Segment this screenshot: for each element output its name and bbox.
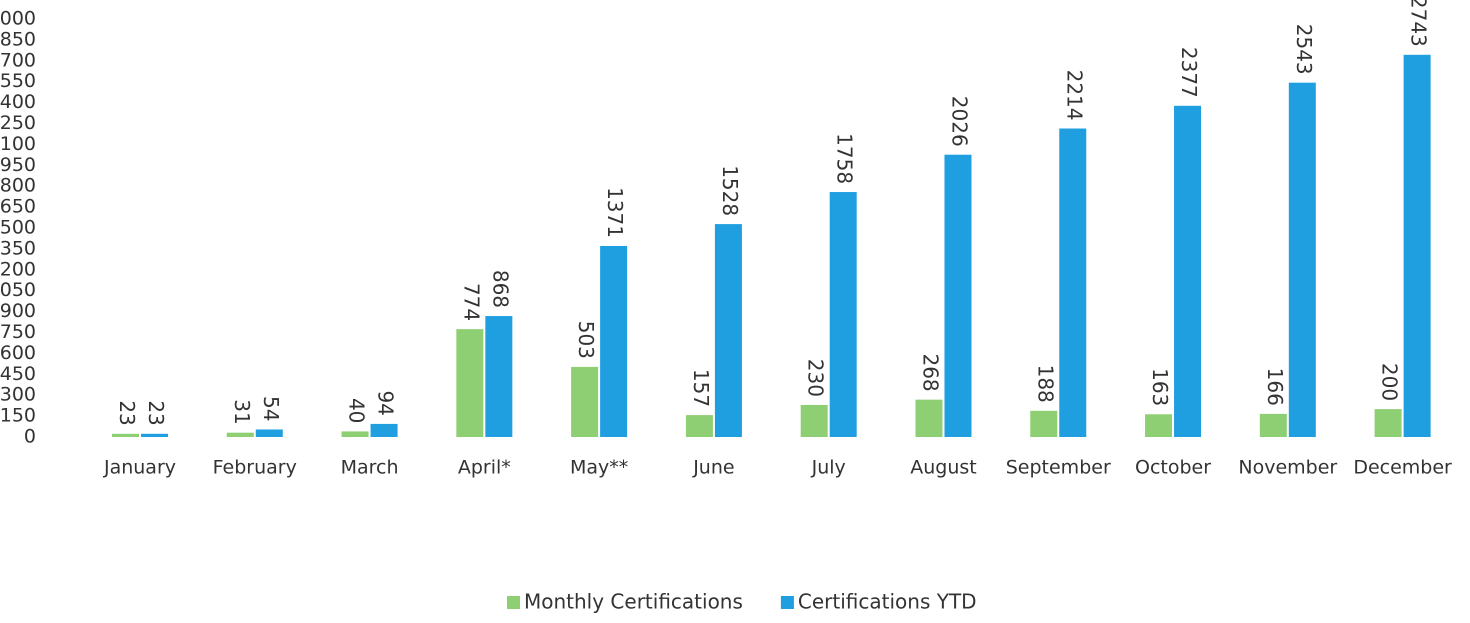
y-tick-label: 1800 xyxy=(0,175,36,197)
bar xyxy=(1374,409,1402,437)
x-tick-label: August xyxy=(910,457,977,479)
data-label: 2543 xyxy=(1292,24,1316,75)
y-tick-label: 2850 xyxy=(0,28,36,50)
data-label: 188 xyxy=(1033,365,1057,403)
data-label: 868 xyxy=(488,270,512,308)
bar xyxy=(800,404,828,437)
x-tick-label: September xyxy=(1006,457,1111,479)
data-label: 503 xyxy=(574,321,598,359)
x-tick-label: January xyxy=(103,457,176,479)
bar xyxy=(370,423,398,437)
data-label: 94 xyxy=(374,390,398,415)
y-tick-label: 2100 xyxy=(0,133,36,155)
y-tick-label: 750 xyxy=(0,321,36,343)
data-label: 2026 xyxy=(947,96,971,147)
data-label: 774 xyxy=(459,283,483,321)
bar xyxy=(571,366,599,437)
bar xyxy=(1403,54,1431,438)
y-tick-label: 300 xyxy=(0,384,36,406)
data-label: 2214 xyxy=(1062,70,1086,121)
bar xyxy=(140,433,168,437)
legend-swatch xyxy=(507,596,520,609)
y-tick-label: 1200 xyxy=(0,258,36,280)
bar xyxy=(485,316,513,437)
y-tick-label: 3000 xyxy=(0,8,36,30)
bar xyxy=(1259,413,1287,437)
data-label: 54 xyxy=(259,396,283,421)
data-label: 40 xyxy=(345,398,369,423)
bar xyxy=(944,154,972,437)
y-tick-label: 450 xyxy=(0,363,36,385)
x-tick-label: October xyxy=(1135,457,1211,479)
y-tick-label: 1050 xyxy=(0,279,36,301)
bar xyxy=(1145,414,1173,437)
data-label: 23 xyxy=(115,400,139,425)
legend-label: Monthly Certifications xyxy=(524,590,743,614)
bar xyxy=(456,329,484,437)
x-tick-label: July xyxy=(811,457,846,479)
data-label: 1371 xyxy=(603,187,627,238)
data-label: 200 xyxy=(1378,363,1402,401)
y-tick-label: 2400 xyxy=(0,91,36,113)
data-label: 157 xyxy=(689,369,713,407)
x-tick-label: November xyxy=(1238,457,1337,479)
x-tick-label: March xyxy=(341,457,399,479)
data-label: 1528 xyxy=(718,165,742,216)
y-tick-label: 1500 xyxy=(0,217,36,239)
bar xyxy=(685,415,713,437)
y-tick-label: 0 xyxy=(24,426,36,448)
bar xyxy=(255,429,283,437)
y-tick-label: 2550 xyxy=(0,70,36,92)
bar xyxy=(1288,82,1316,438)
x-tick-label: February xyxy=(213,457,297,479)
data-label: 268 xyxy=(918,353,942,391)
data-label: 31 xyxy=(230,399,254,424)
y-tick-label: 900 xyxy=(0,300,36,322)
data-label: 2743 xyxy=(1407,0,1431,47)
bar xyxy=(600,245,628,437)
x-tick-label: April* xyxy=(458,457,511,479)
data-label: 2377 xyxy=(1177,47,1201,98)
y-tick-label: 1650 xyxy=(0,196,36,218)
bar xyxy=(226,432,254,437)
x-tick-label: June xyxy=(692,457,734,479)
y-tick-label: 2250 xyxy=(0,112,36,134)
data-label: 23 xyxy=(144,400,168,425)
legend-swatch xyxy=(780,596,794,609)
bar xyxy=(111,433,139,437)
bar xyxy=(1030,410,1058,437)
bar xyxy=(915,399,943,437)
bar xyxy=(341,431,369,437)
bar xyxy=(1059,128,1087,438)
y-tick-label: 600 xyxy=(0,342,36,364)
y-tick-label: 1950 xyxy=(0,154,36,176)
data-label: 166 xyxy=(1263,368,1287,406)
x-tick-label: May** xyxy=(570,457,628,479)
bar xyxy=(829,192,857,437)
y-tick-label: 150 xyxy=(0,405,36,427)
y-tick-label: 2700 xyxy=(0,49,36,71)
data-label: 230 xyxy=(804,359,828,397)
x-tick-label: December xyxy=(1353,457,1452,479)
data-label: 163 xyxy=(1148,368,1172,406)
bar xyxy=(1174,105,1202,438)
data-label: 1758 xyxy=(833,133,857,184)
bar xyxy=(714,224,742,437)
legend-label: Certifications YTD xyxy=(798,590,977,614)
y-tick-label: 1350 xyxy=(0,237,36,259)
